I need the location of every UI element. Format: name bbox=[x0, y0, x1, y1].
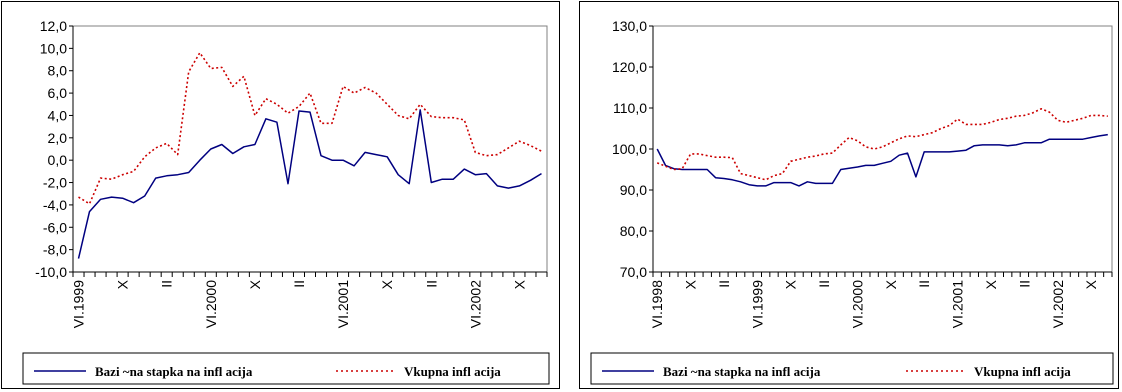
left-y-tick-label: 0,0 bbox=[48, 152, 68, 168]
left-y-tick-label: 2,0 bbox=[48, 130, 68, 146]
left-y-tick-label: 4,0 bbox=[48, 107, 68, 123]
right-x-tick-label: X bbox=[783, 279, 799, 289]
left-x-tick-label: VI.1999 bbox=[71, 280, 87, 328]
left-legend-label-total: Vkupna infl acija bbox=[404, 364, 501, 379]
left-y-axis: 12,0 10,0 8,0 6,0 4,0 2,0 0,0 -2,0 -4,0 -6,0 -8,0 -… bbox=[35, 18, 74, 280]
right-x-tick-label: X bbox=[983, 279, 999, 289]
left-x-tick-label: X bbox=[511, 279, 527, 289]
left-legend-box bbox=[22, 352, 550, 385]
left-x-tick-label: II bbox=[159, 280, 175, 288]
left-y-tick-label: -2,0 bbox=[43, 175, 67, 191]
right-x-tick-label: II bbox=[916, 280, 932, 288]
right-x-tick-label: X bbox=[683, 279, 699, 289]
left-series-group bbox=[77, 51, 542, 259]
left-chart-border bbox=[1, 1, 560, 389]
left-x-tick-label: X bbox=[247, 279, 263, 289]
right-y-tick-label: 70,0 bbox=[620, 264, 647, 280]
left-x-tick-label: II bbox=[423, 280, 439, 288]
right-x-tick-label: II bbox=[716, 280, 732, 288]
left-plot-area bbox=[72, 25, 548, 273]
right-plot-area bbox=[652, 25, 1113, 273]
right-x-tick-label: II bbox=[1016, 280, 1032, 288]
left-y-tick-label: -8,0 bbox=[43, 242, 67, 258]
left-y-tick-label: 8,0 bbox=[48, 63, 68, 79]
left-y-tick-label: 6,0 bbox=[48, 85, 68, 101]
right-y-tick-label: 120,0 bbox=[612, 59, 647, 75]
right-chart-border bbox=[579, 1, 1119, 389]
right-legend: Bazi ~na stapka na infl acija Vkupna inf… bbox=[590, 352, 1114, 385]
left-x-axis: VI.1999 X II VI.2000 X II VI.2001 X II VI.2002 X bbox=[71, 271, 548, 328]
right-legend-label-core: Bazi ~na stapka na infl acija bbox=[663, 364, 821, 379]
left-y-tick-label: 10,0 bbox=[40, 40, 67, 56]
left-legend: Bazi ~na stapka na infl acija Vkupna inf… bbox=[22, 352, 550, 385]
left-chart-panel: 12,0 10,0 8,0 6,0 4,0 2,0 0,0 -2,0 -4,0 -6,0 -8,0 -… bbox=[1, 1, 560, 389]
left-x-tick-label: II bbox=[291, 280, 307, 288]
right-x-axis: VI.1998 X II VI.1999 X II VI.2000 X II VI.2001 X II… bbox=[649, 271, 1113, 328]
left-legend-label-core: Bazi ~na stapka na infl acija bbox=[95, 364, 253, 379]
right-y-tick-label: 130,0 bbox=[612, 18, 647, 34]
left-x-tick-label: VI.2002 bbox=[467, 280, 483, 328]
right-x-tick-label: VI.2001 bbox=[950, 280, 966, 328]
right-x-tick-label: VI.2002 bbox=[1050, 280, 1066, 328]
right-x-tick-label: VI.1998 bbox=[649, 280, 665, 328]
right-y-tick-label: 100,0 bbox=[612, 141, 647, 157]
left-y-tick-label: -4,0 bbox=[43, 197, 67, 213]
left-series-line-core bbox=[77, 109, 542, 259]
right-series-line-core bbox=[656, 133, 1108, 187]
left-y-tick-label: -6,0 bbox=[43, 219, 67, 235]
left-x-tick-label: X bbox=[115, 279, 131, 289]
right-chart-panel: 130,0 120,0 110,0 100,0 90,0 80,0 70,0 VI.1998… bbox=[579, 1, 1119, 389]
left-x-tick-label: X bbox=[379, 279, 395, 289]
right-legend-box bbox=[590, 352, 1114, 385]
right-y-tick-label: 80,0 bbox=[620, 223, 647, 239]
right-x-tick-label: VI.1999 bbox=[749, 280, 765, 328]
left-x-tick-label: VI.2001 bbox=[335, 280, 351, 328]
left-y-tick-label: 12,0 bbox=[40, 18, 67, 34]
left-series-line-total bbox=[78, 51, 542, 205]
left-x-tick-label: VI.2000 bbox=[203, 280, 219, 328]
right-y-tick-label: 90,0 bbox=[620, 182, 647, 198]
right-x-tick-label: VI.2000 bbox=[849, 280, 865, 328]
left-y-tick-label: -10,0 bbox=[35, 264, 67, 280]
right-x-tick-label: X bbox=[883, 279, 899, 289]
right-legend-label-total: Vkupna infl acija bbox=[974, 364, 1071, 379]
right-x-tick-label: X bbox=[1083, 279, 1099, 289]
right-series-group bbox=[656, 108, 1108, 187]
right-series-line-total bbox=[656, 108, 1108, 181]
right-y-tick-label: 110,0 bbox=[613, 100, 647, 116]
right-y-axis: 130,0 120,0 110,0 100,0 90,0 80,0 70,0 bbox=[612, 18, 654, 280]
right-x-tick-label: II bbox=[816, 280, 832, 288]
